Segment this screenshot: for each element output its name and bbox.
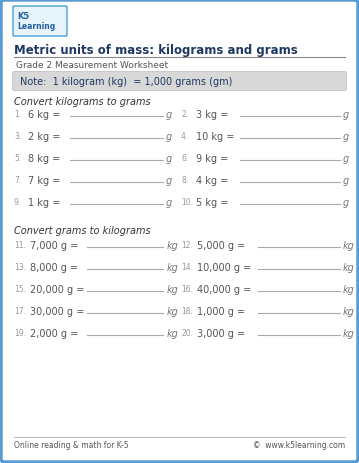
- Text: 19.: 19.: [14, 328, 26, 337]
- Text: Note:  1 kilogram (kg)  = 1,000 grams (gm): Note: 1 kilogram (kg) = 1,000 grams (gm): [20, 77, 232, 87]
- Text: 5.: 5.: [14, 154, 21, 163]
- Text: g: g: [343, 110, 349, 120]
- Text: 8.: 8.: [181, 175, 188, 185]
- Text: Convert kilograms to grams: Convert kilograms to grams: [14, 97, 151, 107]
- Text: g: g: [166, 131, 172, 142]
- Text: ©  www.k5learning.com: © www.k5learning.com: [253, 440, 345, 449]
- Text: 6 kg =: 6 kg =: [28, 110, 60, 120]
- Text: 2,000 g =: 2,000 g =: [30, 328, 78, 338]
- Text: kg: kg: [167, 328, 179, 338]
- Text: 18.: 18.: [181, 307, 193, 315]
- Text: 1 kg =: 1 kg =: [28, 198, 60, 207]
- Text: 20,000 g =: 20,000 g =: [30, 284, 84, 294]
- Text: g: g: [166, 198, 172, 207]
- Text: 30,000 g =: 30,000 g =: [30, 307, 84, 316]
- Text: 10.: 10.: [181, 198, 193, 206]
- Text: 4.: 4.: [181, 131, 188, 141]
- Text: 1.: 1.: [14, 110, 21, 119]
- Text: 3.: 3.: [14, 131, 21, 141]
- Text: 8,000 g =: 8,000 g =: [30, 263, 78, 272]
- FancyBboxPatch shape: [13, 7, 67, 37]
- Text: g: g: [343, 154, 349, 163]
- Text: 9 kg =: 9 kg =: [196, 154, 228, 163]
- Text: 13.: 13.: [14, 263, 26, 271]
- Text: kg: kg: [167, 240, 179, 250]
- Text: g: g: [166, 154, 172, 163]
- Text: 40,000 g =: 40,000 g =: [197, 284, 251, 294]
- Text: Metric units of mass: kilograms and grams: Metric units of mass: kilograms and gram…: [14, 44, 298, 57]
- Text: 2 kg =: 2 kg =: [28, 131, 60, 142]
- Text: K5: K5: [17, 12, 29, 21]
- Text: 5 kg =: 5 kg =: [196, 198, 228, 207]
- Text: 12.: 12.: [181, 240, 193, 250]
- Text: 6.: 6.: [181, 154, 188, 163]
- Text: 2.: 2.: [181, 110, 188, 119]
- Text: g: g: [166, 110, 172, 120]
- Text: Learning: Learning: [17, 22, 55, 31]
- Text: g: g: [343, 198, 349, 207]
- Text: 5,000 g =: 5,000 g =: [197, 240, 245, 250]
- Text: Convert grams to kilograms: Convert grams to kilograms: [14, 225, 151, 236]
- Text: Online reading & math for K-5: Online reading & math for K-5: [14, 440, 129, 449]
- Text: 10 kg =: 10 kg =: [196, 131, 234, 142]
- Text: 4 kg =: 4 kg =: [196, 175, 228, 186]
- Text: kg: kg: [343, 328, 355, 338]
- Text: kg: kg: [167, 263, 179, 272]
- Text: g: g: [166, 175, 172, 186]
- Text: kg: kg: [343, 307, 355, 316]
- Text: 10,000 g =: 10,000 g =: [197, 263, 251, 272]
- Text: kg: kg: [343, 263, 355, 272]
- Text: 11.: 11.: [14, 240, 26, 250]
- Text: 3 kg =: 3 kg =: [196, 110, 228, 120]
- Text: 3,000 g =: 3,000 g =: [197, 328, 245, 338]
- Text: 20.: 20.: [181, 328, 193, 337]
- Text: Grade 2 Measurement Worksheet: Grade 2 Measurement Worksheet: [16, 61, 168, 70]
- Text: 15.: 15.: [14, 284, 26, 294]
- Text: 8 kg =: 8 kg =: [28, 154, 60, 163]
- Text: g: g: [343, 131, 349, 142]
- Text: kg: kg: [167, 307, 179, 316]
- Text: kg: kg: [343, 284, 355, 294]
- FancyBboxPatch shape: [13, 72, 346, 91]
- Text: 17.: 17.: [14, 307, 26, 315]
- Text: 7 kg =: 7 kg =: [28, 175, 60, 186]
- Text: 1,000 g =: 1,000 g =: [197, 307, 245, 316]
- Text: 16.: 16.: [181, 284, 193, 294]
- Text: 14.: 14.: [181, 263, 193, 271]
- Text: kg: kg: [167, 284, 179, 294]
- Text: 7.: 7.: [14, 175, 21, 185]
- Text: kg: kg: [343, 240, 355, 250]
- Text: 9.: 9.: [14, 198, 21, 206]
- Text: 7,000 g =: 7,000 g =: [30, 240, 78, 250]
- Text: g: g: [343, 175, 349, 186]
